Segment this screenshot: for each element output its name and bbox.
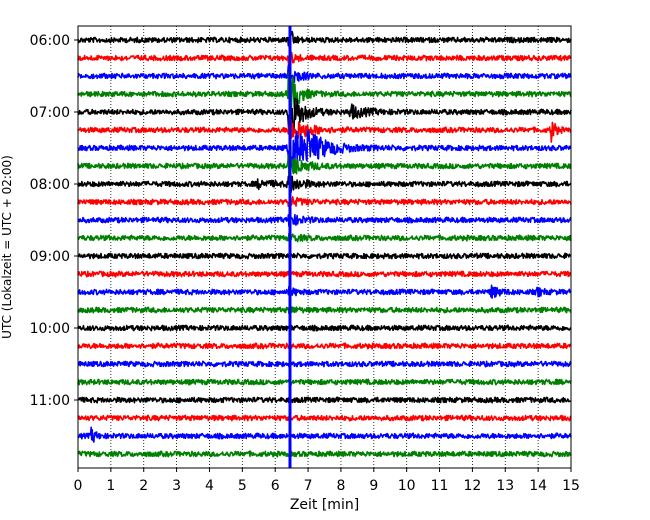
trace-line xyxy=(77,51,572,67)
trace-line xyxy=(77,342,572,350)
x-tick-label: 14 xyxy=(529,478,547,494)
y-axis-ticks: 06:00 07:00 08:00 09:00 10:00 11:00 xyxy=(30,33,78,409)
y-tick-label: 08:00 xyxy=(30,177,70,193)
x-tick-label: 12 xyxy=(463,478,481,494)
trace-line xyxy=(77,324,572,332)
plot-frame xyxy=(77,25,572,469)
trace-line xyxy=(77,414,572,422)
y-tick-label: 06:00 xyxy=(30,33,70,49)
x-tick-label: 9 xyxy=(369,478,378,494)
x-tick-label: 7 xyxy=(304,478,313,494)
trace-line xyxy=(77,426,572,443)
x-tick-label: 5 xyxy=(238,478,247,494)
trace-line xyxy=(77,396,572,404)
x-tick-label: 13 xyxy=(496,478,514,494)
x-tick-label: 8 xyxy=(336,478,345,494)
y-tick-label: 09:00 xyxy=(30,249,70,265)
trace-line xyxy=(77,378,572,386)
x-tick-label: 3 xyxy=(172,478,181,494)
x-tick-label: 1 xyxy=(106,478,115,494)
y-tick-label: 07:00 xyxy=(30,105,70,121)
x-tick-label: 15 xyxy=(562,478,580,494)
y-tick-label: 11:00 xyxy=(30,393,70,409)
trace-line xyxy=(77,360,572,368)
seismogram-traces xyxy=(77,27,572,458)
x-axis-label: Zeit [min] xyxy=(290,497,359,513)
trace-line xyxy=(77,196,572,209)
x-tick-label: 11 xyxy=(431,478,449,494)
trace-line xyxy=(77,71,572,115)
trace-line xyxy=(77,64,572,84)
y-axis-label: UTC (Lokalzeit = UTC + 02:00) xyxy=(0,155,14,339)
x-tick-label: 2 xyxy=(139,478,148,494)
trace-line xyxy=(77,450,572,458)
x-tick-label: 10 xyxy=(398,478,416,494)
x-tick-label: 6 xyxy=(271,478,280,494)
y-tick-label: 10:00 xyxy=(30,321,70,337)
trace-line xyxy=(77,232,572,245)
trace-line xyxy=(77,305,572,315)
x-axis-ticks: 0 1 2 3 4 5 6 7 8 9 10 11 12 13 14 15 xyxy=(74,468,580,494)
trace-line xyxy=(77,97,572,138)
trace-line xyxy=(77,153,572,178)
trace-line xyxy=(77,252,572,260)
trace-line xyxy=(77,175,572,194)
x-tick-label: 0 xyxy=(74,478,83,494)
trace-line xyxy=(77,113,572,143)
trace-line xyxy=(77,270,572,278)
trace-line xyxy=(77,125,572,171)
trace-line xyxy=(77,284,572,299)
x-tick-label: 4 xyxy=(205,478,214,494)
trace-line xyxy=(77,27,572,51)
trace-line xyxy=(77,213,572,227)
